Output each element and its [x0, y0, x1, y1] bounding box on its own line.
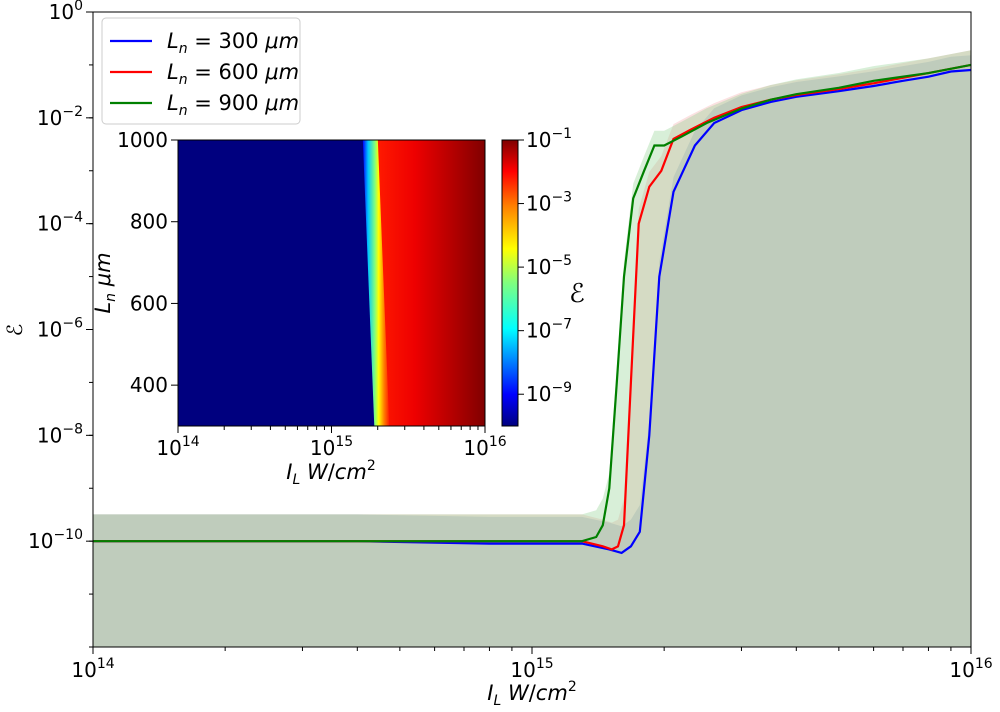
- legend-box: [101, 17, 301, 125]
- colorbar-tick-label: 10−9: [526, 380, 572, 406]
- inset-x-tick-label: 1016: [463, 434, 506, 460]
- series-lines: [93, 63, 971, 555]
- inset-y-tick-label: 1000: [117, 128, 168, 152]
- colorbar-tick-label: 10−1: [526, 126, 572, 152]
- y-tick-label: 10−4: [37, 210, 83, 236]
- series-line-2: [93, 63, 971, 543]
- colorbar-tick-label: 10−7: [526, 317, 572, 343]
- x-tick-label: 1015: [510, 656, 553, 682]
- inset-y-tick-label: 800: [130, 210, 168, 234]
- main-plot: 1014 1015 1016 10−10 10−8 10−6 10−4 10−2 100 IL…: [3, 0, 993, 709]
- colorbar-label: ℰ: [569, 279, 585, 309]
- y-tick-label: 100: [49, 0, 83, 24]
- series-line-0: [93, 68, 971, 555]
- main-x-axis-label: IL W/cm2: [487, 679, 576, 709]
- legend-entry-0: Ln = 300 μm: [167, 29, 299, 57]
- y-tick-label: 10−10: [28, 527, 83, 553]
- band-0: [93, 55, 971, 647]
- legend-entry-1: Ln = 600 μm: [167, 60, 299, 88]
- y-tick-label: 10−2: [37, 104, 83, 130]
- heatmap-threshold-edge: [362, 140, 390, 426]
- inset-y-tick-label: 600: [130, 291, 168, 315]
- x-tick-label: 1016: [949, 656, 992, 682]
- inset-x-axis: 1014 1015 1016: [156, 426, 507, 460]
- colorbar-tick-label: 10−3: [526, 190, 572, 216]
- inset-y-axis: 400 600 800 1000: [117, 128, 178, 397]
- band-1: [93, 50, 971, 647]
- inset-x-tick-label: 1014: [156, 434, 199, 460]
- heatmap-hot-region: [376, 140, 485, 426]
- colorbar-tick-label: 10−5: [526, 253, 572, 279]
- band-2: [93, 50, 971, 647]
- inset-x-tick-label: 1015: [310, 434, 353, 460]
- legend-entry-2: Ln = 900 μm: [167, 91, 299, 119]
- main-x-axis: 1014 1015 1016: [71, 647, 993, 682]
- inset-y-axis-label: Ln μm: [91, 252, 119, 313]
- inset-x-axis-label: IL W/cm2: [286, 458, 375, 488]
- y-tick-label: 10−6: [37, 316, 83, 342]
- y-tick-label: 10−8: [37, 421, 83, 447]
- uncertainty-bands: [93, 50, 971, 647]
- colorbar-gradient: [501, 139, 519, 427]
- main-y-axis: 10−10 10−8 10−6 10−4 10−2 100: [28, 0, 93, 648]
- inset-y-tick-label: 400: [130, 373, 168, 397]
- main-y-axis-label: ℰ: [3, 324, 27, 337]
- legend: Ln = 300 μm Ln = 600 μm Ln = 900 μm: [101, 17, 301, 125]
- inset-heatmap: 1014 1015 1016 400 600 800 1000 IL W/cm2 Ln μ…: [91, 128, 507, 488]
- x-tick-label: 1014: [71, 656, 114, 682]
- colorbar: 10−1 10−3 10−5 10−7 10−9 ℰ: [501, 126, 585, 427]
